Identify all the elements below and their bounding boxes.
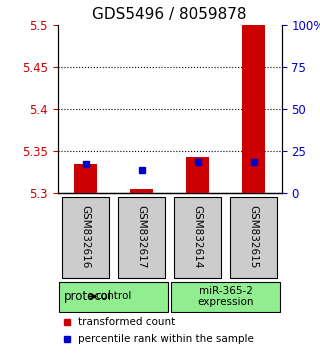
Text: GSM832614: GSM832614 <box>193 205 203 268</box>
Text: control: control <box>95 291 132 302</box>
Bar <box>74 164 97 193</box>
Text: GSM832617: GSM832617 <box>137 205 147 268</box>
FancyBboxPatch shape <box>59 282 168 312</box>
Text: miR-365-2
expression: miR-365-2 expression <box>197 286 254 307</box>
Bar <box>243 25 265 193</box>
Bar <box>186 157 209 193</box>
Bar <box>131 189 153 193</box>
FancyBboxPatch shape <box>174 196 221 278</box>
Title: GDS5496 / 8059878: GDS5496 / 8059878 <box>92 7 247 22</box>
FancyBboxPatch shape <box>230 196 277 278</box>
FancyBboxPatch shape <box>62 196 109 278</box>
FancyBboxPatch shape <box>171 282 280 312</box>
Text: protocol: protocol <box>64 290 112 303</box>
Text: transformed count: transformed count <box>78 317 175 327</box>
Text: GSM832616: GSM832616 <box>81 205 91 268</box>
Text: GSM832615: GSM832615 <box>249 205 259 268</box>
Text: percentile rank within the sample: percentile rank within the sample <box>78 333 254 343</box>
FancyBboxPatch shape <box>118 196 165 278</box>
